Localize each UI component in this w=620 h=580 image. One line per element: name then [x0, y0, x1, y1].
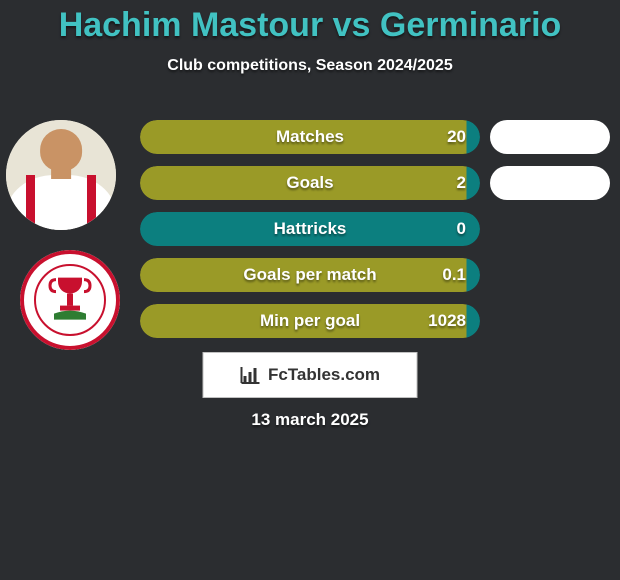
- stat-label: Goals per match: [140, 258, 480, 292]
- player-2-club-badge: [20, 250, 120, 350]
- stat-value: 1028: [428, 304, 466, 338]
- stat-value: 0: [457, 212, 466, 246]
- stat-value: 20: [447, 120, 466, 154]
- stat-row: Hattricks0: [140, 212, 480, 246]
- subtitle: Club competitions, Season 2024/2025: [0, 57, 620, 75]
- stat-row: Goals2: [140, 166, 480, 200]
- stat-row: Goals per match0.1: [140, 258, 480, 292]
- compare-pill: [490, 166, 610, 200]
- compare-pill: [490, 120, 610, 154]
- trophy-icon: [48, 274, 92, 322]
- stat-value: 0.1: [442, 258, 466, 292]
- logo-text: FcTables.com: [268, 365, 380, 385]
- stat-label: Hattricks: [140, 212, 480, 246]
- bar-chart-icon: [240, 365, 262, 385]
- page-title: Hachim Mastour vs Germinario: [0, 0, 620, 45]
- stat-row: Matches20: [140, 120, 480, 154]
- stat-label: Goals: [140, 166, 480, 200]
- player-1-avatar: [6, 120, 116, 230]
- date-label: 13 march 2025: [0, 410, 620, 430]
- stat-value: 2: [457, 166, 466, 200]
- stat-rows: Matches20Goals2Hattricks0Goals per match…: [140, 120, 480, 350]
- stat-row: Min per goal1028: [140, 304, 480, 338]
- compare-column: [490, 120, 610, 350]
- fctables-logo: FcTables.com: [203, 352, 418, 398]
- stat-label: Matches: [140, 120, 480, 154]
